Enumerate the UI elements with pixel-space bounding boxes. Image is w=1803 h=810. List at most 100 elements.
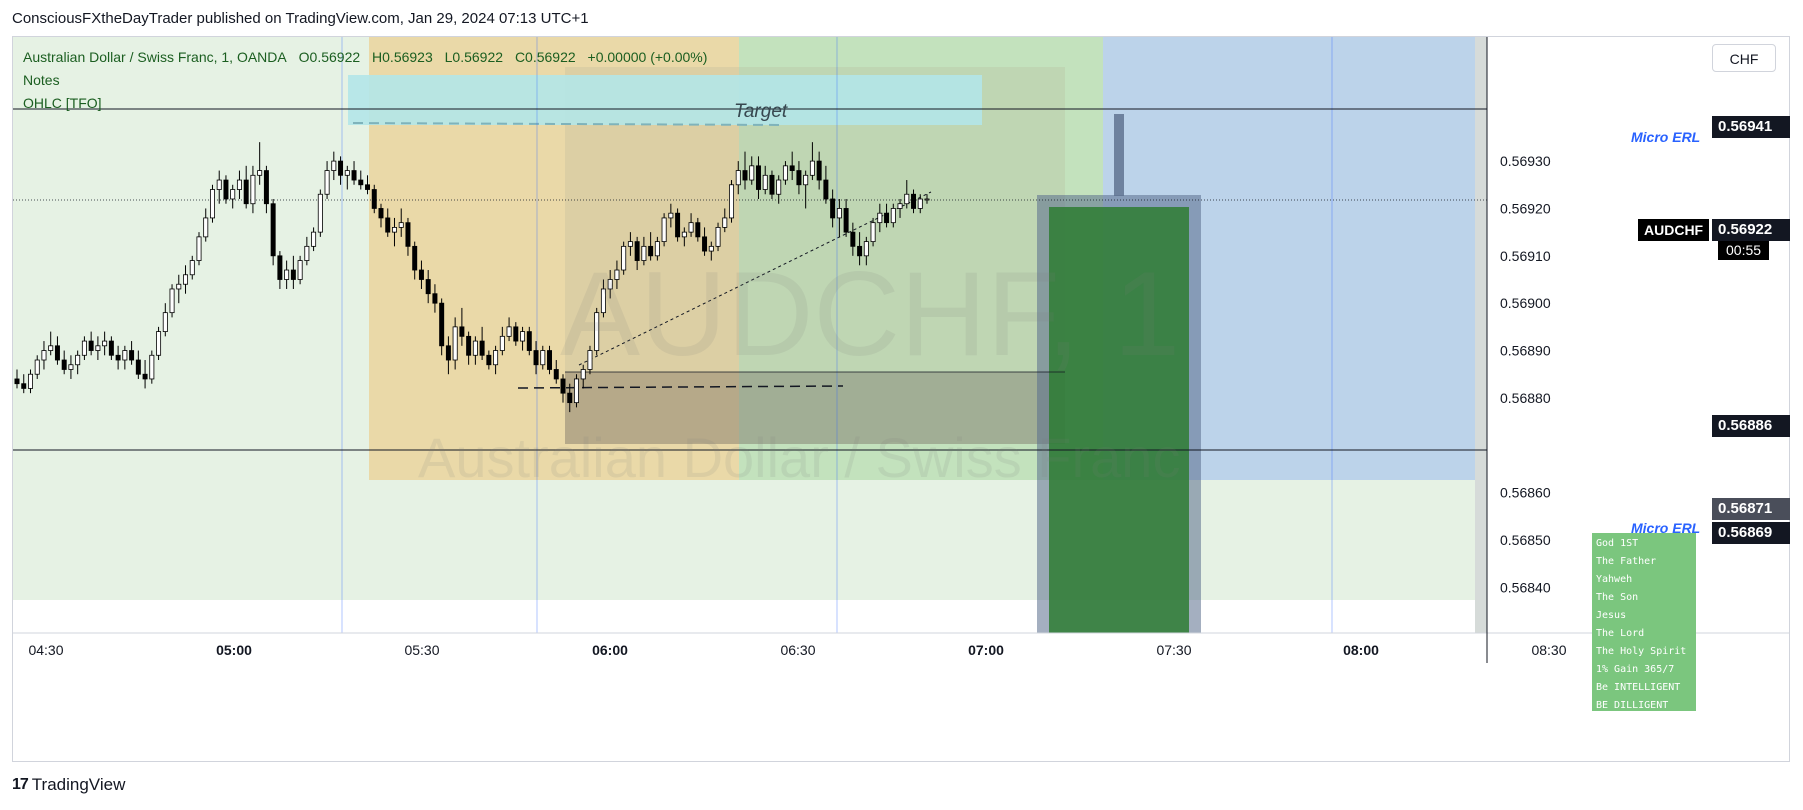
candle-body bbox=[162, 312, 168, 332]
candle-body bbox=[843, 208, 849, 233]
target-dashed-line bbox=[352, 122, 784, 126]
candle-body bbox=[520, 331, 526, 342]
legend-change: +0.00000 (+0.00%) bbox=[587, 49, 708, 65]
candle-body bbox=[641, 245, 647, 261]
notes-line: The Son bbox=[1596, 592, 1639, 603]
candle-body bbox=[621, 245, 627, 271]
candle-body bbox=[445, 345, 451, 361]
price-axis: 0.56930 0.56920 0.56910 0.56900 0.56890 0.568… bbox=[1500, 153, 1551, 595]
candle-body bbox=[594, 312, 600, 351]
candle-body bbox=[924, 198, 930, 201]
time-axis: 04:30 05:00 05:30 06:00 06:30 07:00 07:30 08:00… bbox=[28, 642, 1566, 658]
notes-line: Yahweh bbox=[1596, 574, 1633, 585]
candle-body bbox=[351, 170, 357, 181]
tradingview-footer[interactable]: 17 TradingView bbox=[12, 775, 125, 795]
candle-body bbox=[344, 170, 350, 176]
candle-body bbox=[216, 179, 222, 190]
candle-body bbox=[257, 170, 263, 176]
time-tick-label: 05:30 bbox=[404, 642, 439, 658]
price-tick-label: 0.56910 bbox=[1500, 248, 1551, 264]
candle-body bbox=[479, 340, 485, 356]
candle-body bbox=[553, 369, 559, 380]
candle-body bbox=[614, 269, 620, 280]
candle-body bbox=[499, 335, 505, 351]
notes-line: The Holy Spirit bbox=[1596, 646, 1687, 657]
candle-body bbox=[142, 373, 148, 380]
candle-body bbox=[243, 179, 249, 205]
candle-body bbox=[230, 189, 236, 200]
candle-body bbox=[729, 184, 735, 219]
legend-indicator-notes[interactable]: Notes bbox=[23, 72, 60, 88]
price-tick-label: 0.56900 bbox=[1500, 295, 1551, 311]
notes-line: God 1ST bbox=[1596, 538, 1639, 549]
candle-body bbox=[169, 288, 175, 314]
legend-symbol-row[interactable]: Australian Dollar / Swiss Franc, 1, OAND… bbox=[23, 46, 715, 69]
candle-body bbox=[378, 208, 384, 219]
candle-body bbox=[675, 212, 681, 238]
candle-body bbox=[297, 260, 303, 280]
legend-open: O0.56922 bbox=[298, 49, 361, 65]
notes-line: Jesus bbox=[1596, 610, 1627, 621]
candle-body bbox=[432, 293, 438, 304]
position-tool-stem bbox=[1114, 114, 1124, 196]
candle-body bbox=[850, 231, 856, 247]
candle-body bbox=[108, 340, 114, 356]
price-tick-label: 0.56850 bbox=[1500, 532, 1551, 548]
candle-body bbox=[61, 359, 67, 370]
candle-body bbox=[331, 160, 337, 171]
legend-indicator-ohlc[interactable]: OHLC [TFO] bbox=[23, 95, 102, 111]
position-tool-profit bbox=[1049, 207, 1189, 633]
candle-body bbox=[654, 241, 660, 257]
time-tick-label: 06:00 bbox=[592, 642, 628, 658]
price-tick-label: 0.56880 bbox=[1500, 390, 1551, 406]
candle-body bbox=[648, 245, 654, 257]
candle-body bbox=[634, 241, 640, 261]
candle-body bbox=[776, 179, 782, 195]
price-tag-high: 0.56941 bbox=[1712, 116, 1790, 138]
candle-body bbox=[526, 331, 532, 351]
candle-body bbox=[115, 354, 121, 361]
candle-body bbox=[742, 170, 748, 181]
candle-body bbox=[385, 217, 391, 233]
candle-body bbox=[600, 288, 606, 314]
target-label: Target bbox=[734, 101, 788, 122]
ob-dashed-line bbox=[517, 385, 844, 389]
currency-button[interactable]: CHF bbox=[1712, 44, 1776, 72]
candle-body bbox=[695, 222, 701, 238]
candle-body bbox=[472, 340, 478, 356]
candle-body bbox=[95, 345, 101, 351]
micro-erl-top-label: Micro ERL bbox=[1631, 129, 1701, 145]
candle-body bbox=[547, 350, 553, 370]
candle-body bbox=[135, 359, 141, 375]
chart-frame[interactable]: 0.56930 0.56920 0.56910 0.56900 0.56890 0.568… bbox=[12, 36, 1790, 762]
candle-body bbox=[34, 359, 40, 375]
candle-body bbox=[486, 354, 492, 366]
candle-body bbox=[816, 160, 822, 181]
candle-body bbox=[189, 260, 195, 276]
legend-high: H0.56923 bbox=[372, 49, 433, 65]
candle-body bbox=[88, 340, 94, 351]
candle-body bbox=[290, 269, 296, 280]
candle-body bbox=[668, 212, 674, 219]
micro-erl-bottom-label: Micro ERL bbox=[1631, 520, 1701, 536]
candle-body bbox=[196, 236, 202, 261]
target-zone bbox=[348, 75, 982, 125]
candle-body bbox=[769, 174, 775, 195]
candle-body bbox=[425, 279, 431, 295]
watermark-name: Australian Dollar / Swiss Franc bbox=[418, 426, 1181, 489]
candle-body bbox=[459, 326, 465, 337]
symbol-tag: AUDCHF bbox=[1638, 219, 1710, 241]
tradingview-brand: TradingView bbox=[31, 775, 126, 794]
notes-line: Be INTELLIGENT bbox=[1596, 682, 1681, 693]
candle-body bbox=[466, 335, 472, 356]
candle-body bbox=[904, 193, 910, 205]
candle-body bbox=[54, 345, 60, 361]
candle-body bbox=[338, 160, 344, 176]
legend-symbol[interactable]: Australian Dollar / Swiss Franc, 1, OAND… bbox=[23, 49, 287, 65]
candle-body bbox=[890, 208, 896, 224]
candle-body bbox=[688, 222, 694, 233]
candles-group bbox=[14, 142, 930, 413]
price-chart[interactable]: 0.56930 0.56920 0.56910 0.56900 0.56890 0.568… bbox=[13, 37, 1789, 761]
candle-body bbox=[203, 217, 209, 238]
candle-body bbox=[830, 198, 836, 219]
